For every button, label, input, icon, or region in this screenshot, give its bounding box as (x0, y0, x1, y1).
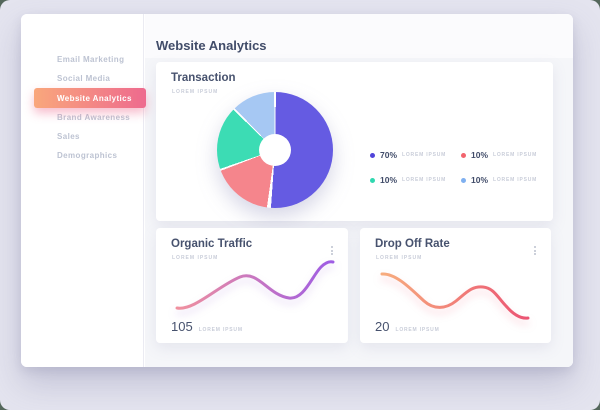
legend-dot (370, 177, 375, 183)
legend-value: 70% (380, 150, 398, 160)
organic-traffic-title: Organic Traffic (171, 238, 253, 250)
organic-traffic-line-chart (175, 260, 335, 310)
app-window: Email Marketing Social Media Website Ana… (21, 14, 573, 367)
legend-label: LOREM IPSUM (493, 177, 538, 183)
legend-item: 10% LOREM IPSUM (370, 175, 451, 185)
transaction-card-title: Transaction (171, 72, 236, 84)
legend-dot (461, 177, 466, 183)
legend-value: 10% (471, 150, 489, 160)
donut-chart (217, 92, 333, 208)
main-content: Website Analytics Transaction LOREM IPSU… (145, 14, 573, 367)
legend-label: LOREM IPSUM (493, 152, 538, 158)
drop-off-rate-value: 20 (375, 319, 390, 334)
sidebar-item-brand-awareness[interactable]: Brand Awareness (57, 113, 131, 122)
sidebar-item-website-analytics[interactable]: Website Analytics (34, 88, 146, 108)
organic-traffic-card: Organic Traffic LOREM IPSUM 105 LOREM IP… (156, 228, 348, 343)
legend-item: 10% LOREM IPSUM (461, 150, 542, 160)
drop-off-rate-line-chart (380, 272, 530, 320)
sidebar-item-email-marketing[interactable]: Email Marketing (57, 55, 125, 64)
organic-traffic-value: 105 (171, 319, 193, 334)
transaction-card-subtitle: LOREM IPSUM (172, 89, 219, 95)
legend-item: 70% LOREM IPSUM (370, 150, 451, 160)
kebab-menu-icon[interactable] (329, 244, 335, 257)
drop-off-rate-subtitle: LOREM IPSUM (376, 255, 423, 261)
legend-value: 10% (471, 175, 489, 185)
organic-traffic-value-label: LOREM IPSUM (198, 327, 243, 333)
sidebar-item-sales[interactable]: Sales (57, 132, 80, 141)
drop-off-rate-title: Drop Off Rate (375, 238, 450, 250)
sidebar-item-social-media[interactable]: Social Media (57, 74, 111, 83)
kebab-menu-icon[interactable] (532, 244, 538, 257)
drop-off-rate-card: Drop Off Rate LOREM IPSUM 20 LOREM IPSUM (360, 228, 551, 343)
sidebar: Email Marketing Social Media Website Ana… (21, 14, 146, 367)
donut-hole (259, 134, 291, 166)
sidebar-item-demographics[interactable]: Demographics (57, 151, 118, 160)
legend-value: 10% (380, 175, 398, 185)
legend-label: LOREM IPSUM (402, 177, 447, 183)
legend-dot (370, 152, 375, 158)
donut-legend: 70% LOREM IPSUM 10% LOREM IPSUM 10% LORE… (370, 150, 542, 185)
sidebar-nav: Email Marketing Social Media Website Ana… (21, 50, 146, 165)
organic-traffic-subtitle: LOREM IPSUM (172, 255, 219, 261)
transaction-card: Transaction LOREM IPSUM 70% LOREM IPSUM … (156, 62, 553, 221)
drop-off-rate-value-label: LOREM IPSUM (395, 327, 440, 333)
page-title: Website Analytics (156, 38, 267, 53)
legend-label: LOREM IPSUM (402, 152, 447, 158)
legend-dot (461, 152, 466, 158)
legend-item: 10% LOREM IPSUM (461, 175, 542, 185)
